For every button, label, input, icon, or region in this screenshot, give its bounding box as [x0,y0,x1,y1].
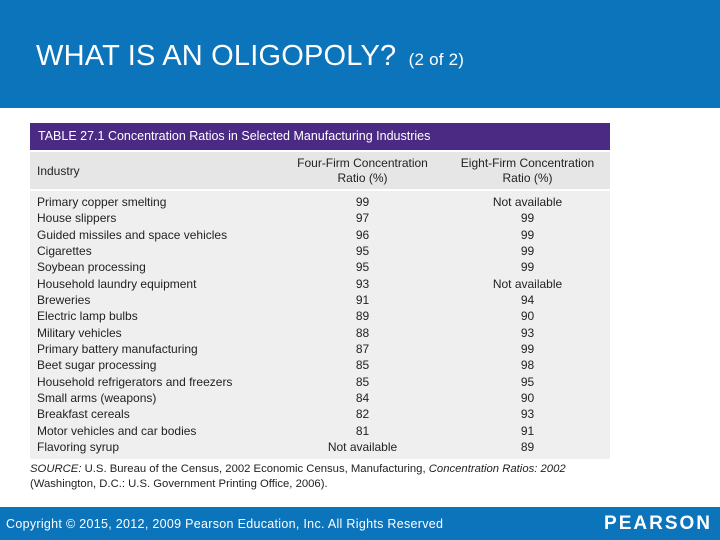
slide-title: WHAT IS AN OLIGOPOLY? (2 of 2) [36,40,464,73]
eight-firm-cell: 90 [520,309,535,324]
eight-firm-cell: 98 [520,358,535,373]
eight-firm-column: Not available 99 99 99 99 Not available 94 90 93… [445,194,610,456]
eight-firm-cell: 95 [520,374,535,389]
four-firm-cell: 82 [355,407,370,422]
copyright-text: Copyright © 2015, 2012, 2009 Pearson Edu… [6,517,444,531]
four-firm-cell: 99 [355,195,370,209]
industry-column: Primary copper smelting House slippers Gui… [30,194,280,456]
four-firm-cell: 88 [355,325,370,340]
four-firm-cell: 95 [355,260,370,275]
four-firm-cell: 85 [355,374,370,389]
industry-cell: Breweries [37,293,91,308]
four-firm-column: 99 97 96 95 95 93 91 89 88 87 85 85 84 82 81 Not availa… [280,194,445,456]
header-bar: WHAT IS AN OLIGOPOLY? (2 of 2) [0,0,720,108]
industry-cell: Cigarettes [37,244,92,259]
header-four-firm: Four-Firm Concentration Ratio (%) [297,155,428,185]
industry-cell: Motor vehicles and car bodies [37,423,197,438]
eight-firm-cell: 99 [520,260,535,275]
four-firm-cell: 97 [355,211,370,226]
source-italic-title: Concentration Ratios: 2002 [428,463,566,475]
eight-firm-cell: 99 [520,211,535,226]
four-firm-cell: Not available [327,440,398,455]
four-firm-cell: 93 [355,276,370,291]
pearson-logo: PEARSON [604,513,712,534]
table-header-row: Industry Four-Firm Concentration Ratio (… [30,152,610,189]
eight-firm-cell: 99 [520,342,535,357]
industry-cell: Breakfast cereals [37,407,130,422]
industry-cell: Military vehicles [37,325,122,340]
eight-firm-cell: 94 [520,293,535,308]
industry-cell: Household laundry equipment [37,276,197,291]
table-body: Primary copper smelting House slippers Gui… [30,191,610,459]
industry-cell: Flavoring syrup [37,440,120,455]
eight-firm-cell: Not available [492,276,563,291]
concentration-table: TABLE 27.1 Concentration Ratios in Selec… [30,123,610,459]
four-firm-cell: 95 [355,244,370,259]
four-firm-cell: 85 [355,358,370,373]
industry-cell: Primary battery manufacturing [37,342,198,357]
source-note: SOURCE: U.S. Bureau of the Census, 2002 … [30,462,620,492]
industry-cell: Small arms (weapons) [37,391,157,406]
eight-firm-cell: Not available [492,195,563,209]
industry-cell: Soybean processing [37,260,146,275]
source-label: SOURCE: [30,463,82,475]
four-firm-cell: 91 [355,293,370,308]
footer-bar: Copyright © 2015, 2012, 2009 Pearson Edu… [0,507,720,540]
four-firm-cell: 87 [355,342,370,357]
eight-firm-cell: 91 [520,423,535,438]
eight-firm-cell: 90 [520,391,535,406]
slide-title-suffix: (2 of 2) [408,50,465,69]
header-industry: Industry [37,163,80,178]
industry-cell: House slippers [37,211,117,226]
eight-firm-cell: 93 [520,325,535,340]
source-text-b: (Washington, D.C.: U.S. Government Print… [30,478,328,490]
industry-cell: Guided missiles and space vehicles [37,227,228,242]
eight-firm-cell: 99 [520,227,535,242]
industry-cell: Beet sugar processing [37,358,157,373]
industry-cell: Household refrigerators and freezers [37,374,233,389]
four-firm-cell: 96 [355,227,370,242]
table-caption: TABLE 27.1 Concentration Ratios in Selec… [30,123,610,150]
industry-cell: Electric lamp bulbs [37,309,138,324]
slide-title-main: WHAT IS AN OLIGOPOLY? [36,40,397,72]
header-eight-firm: Eight-Firm Concentration Ratio (%) [460,155,595,185]
industry-cell: Primary copper smelting [37,195,167,209]
eight-firm-cell: 93 [520,407,535,422]
source-text-a: U.S. Bureau of the Census, 2002 Economic… [81,463,429,475]
four-firm-cell: 81 [355,423,370,438]
four-firm-cell: 89 [355,309,370,324]
eight-firm-cell: 89 [520,440,535,455]
four-firm-cell: 84 [355,391,370,406]
eight-firm-cell: 99 [520,244,535,259]
